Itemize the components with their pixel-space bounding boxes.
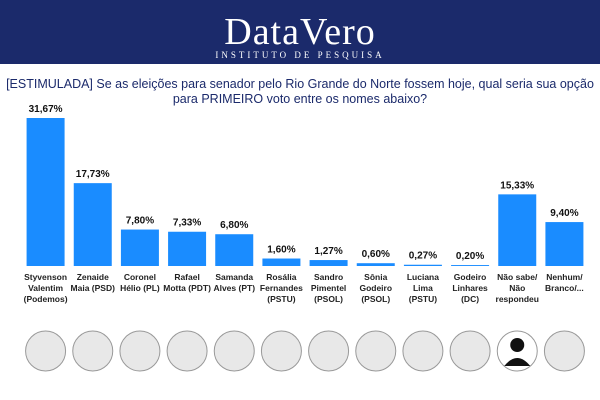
bar [26, 118, 65, 266]
x-tick-label: Não sabe/ Não respondeu [495, 272, 539, 304]
bar [356, 263, 395, 266]
candidate-photo [166, 330, 208, 372]
candidate-photo [72, 330, 114, 372]
bar [309, 260, 348, 266]
x-tick-label: Coronel Hélio (PL) [120, 272, 160, 293]
brand: DataVero [224, 11, 376, 53]
bar [120, 229, 159, 266]
bar [403, 264, 442, 266]
candidate-photo [119, 330, 161, 372]
x-tick-label: Godeiro Linhares (DC) [452, 272, 488, 304]
x-tick-label: Rafael Motta (PDT) [163, 272, 211, 293]
bar [168, 231, 207, 266]
candidate-photo [308, 330, 350, 372]
x-tick-label: Styvenson Valentim (Podemos) [23, 272, 68, 304]
x-tick-label: Nenhum/ Branco/... [545, 272, 584, 293]
bar [215, 234, 254, 266]
candidate-photo [402, 330, 444, 372]
x-tick-label: Zenaide Maia (PSD) [70, 272, 115, 293]
value-label: 15,33% [500, 180, 534, 191]
tagline: INSTITUTO DE PESQUISA [215, 50, 385, 60]
bar [262, 258, 301, 266]
candidate-photo [25, 330, 67, 372]
value-label: 0,20% [456, 251, 484, 262]
value-label: 7,80% [126, 216, 154, 227]
value-label: 1,27% [314, 246, 342, 257]
value-label: 0,27% [409, 251, 437, 262]
bar [73, 183, 112, 266]
candidate-photo [449, 330, 491, 372]
candidate-photo [355, 330, 397, 372]
bar [451, 265, 490, 266]
candidate-photo [543, 330, 585, 372]
value-label: 31,67% [29, 104, 63, 115]
bar [498, 194, 537, 266]
header: DataVero INSTITUTO DE PESQUISA [0, 0, 600, 64]
value-label: 7,33% [173, 218, 201, 229]
value-label: 1,60% [267, 245, 295, 256]
x-tick-label: Sônia Godeiro (PSOL) [359, 272, 393, 304]
chart-title: [ESTIMULADA] Se as eleições para senador… [6, 77, 594, 106]
value-label: 9,40% [550, 208, 578, 219]
silhouette-body [504, 358, 531, 366]
candidate-photo [213, 330, 255, 372]
x-tick-label: Sandro Pimentel (PSOL) [310, 272, 347, 304]
x-tick-label: Rosália Fernandes (PSTU) [259, 272, 303, 304]
x-tick-label: Luciana Lima (PSTU) [406, 272, 439, 304]
bar [545, 222, 584, 266]
x-tick-label: Samanda Alves (PT) [213, 272, 256, 293]
candidate-photo [260, 330, 302, 372]
value-label: 17,73% [76, 169, 110, 180]
value-label: 0,60% [362, 249, 390, 260]
silhouette-head [510, 338, 525, 352]
value-label: 6,80% [220, 220, 248, 231]
